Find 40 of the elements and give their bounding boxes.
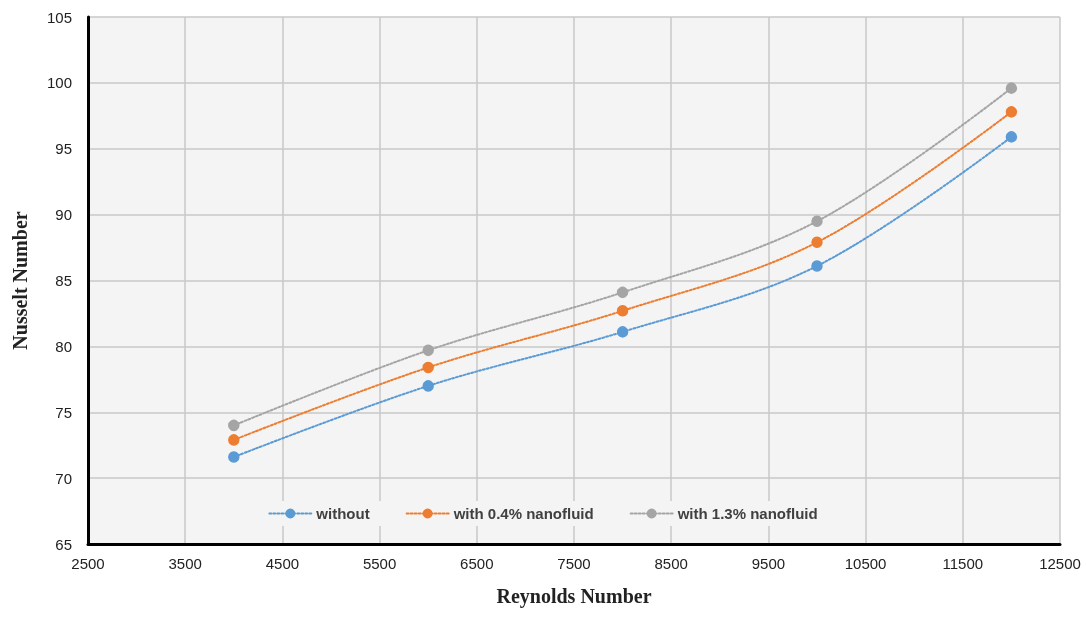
- x-tick-label: 11500: [942, 555, 984, 572]
- x-tick-label: 7500: [557, 555, 591, 572]
- x-tick-label: 5500: [362, 555, 397, 572]
- point: [228, 419, 240, 432]
- legend-label: without: [315, 505, 370, 522]
- legend-label: with 0.4% nanofluid: [452, 505, 594, 522]
- y-tick-label: 80: [55, 337, 72, 355]
- y-tick-label: 70: [55, 469, 72, 487]
- point: [1005, 106, 1018, 118]
- x-tick-label: 6500: [460, 555, 494, 572]
- x-tick-label: 3500: [168, 555, 202, 572]
- x-tick-label: 2500: [71, 555, 105, 572]
- point: [811, 260, 823, 272]
- point: [422, 361, 434, 374]
- x-tick-label: 12500: [1039, 555, 1081, 572]
- y-tick-label: 90: [55, 206, 72, 224]
- point: [616, 286, 629, 299]
- x-tick-label: 9500: [751, 555, 786, 572]
- point: [422, 380, 434, 392]
- point: [1005, 131, 1018, 143]
- point: [811, 236, 823, 249]
- point: [616, 326, 629, 338]
- point: [1005, 82, 1018, 94]
- y-tick-label: 75: [55, 403, 72, 421]
- point: [422, 344, 434, 357]
- y-tick-label: 65: [55, 535, 72, 553]
- x-tick-label: 4500: [265, 555, 300, 572]
- point: [228, 451, 240, 463]
- x-tick-label: 8500: [654, 555, 688, 572]
- point: [616, 305, 629, 317]
- point: [811, 215, 823, 227]
- y-tick-label: 105: [46, 8, 72, 26]
- y-tick-label: 85: [55, 272, 72, 289]
- y-tick-label: 100: [46, 74, 72, 92]
- x-axis-title: Reynolds Number: [496, 585, 652, 608]
- x-tick-label: 10500: [844, 555, 887, 572]
- y-tick-label: 95: [55, 140, 72, 158]
- y-axis-title: Nusselt Number: [9, 211, 31, 350]
- point: [228, 434, 240, 446]
- legend-label: with 1.3% nanofluid: [676, 505, 818, 522]
